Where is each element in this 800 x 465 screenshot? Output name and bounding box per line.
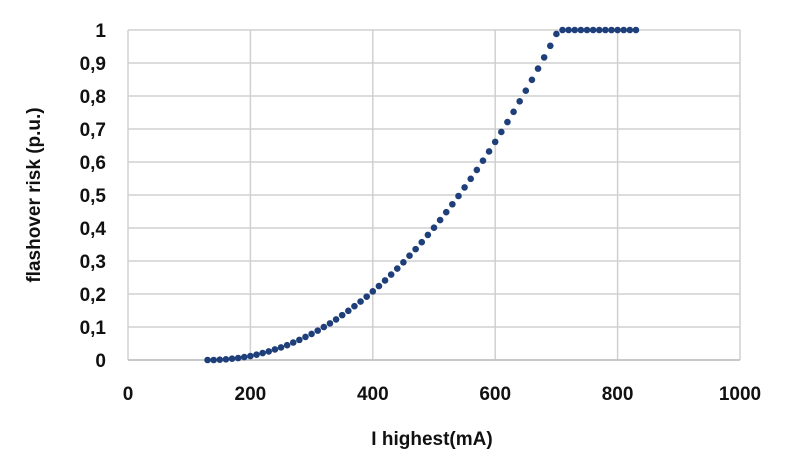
data-point [510, 108, 517, 116]
y-tick-label: 0,6 [80, 153, 106, 174]
data-point [265, 348, 273, 355]
data-point [314, 327, 322, 334]
data-point [571, 26, 579, 34]
data-point [553, 30, 560, 38]
data-point [577, 26, 585, 34]
data-point [442, 208, 450, 216]
data-point [540, 54, 548, 61]
grid [127, 29, 741, 361]
data-point [357, 298, 364, 305]
data-point [271, 346, 279, 353]
data-point [467, 175, 475, 183]
data-point [381, 277, 389, 284]
x-tick-label: 600 [479, 384, 511, 405]
data-point [473, 166, 481, 174]
data-point [491, 138, 499, 146]
x-tick-label: 200 [235, 384, 267, 405]
y-tick-label: 0,9 [80, 54, 106, 75]
data-point [430, 224, 438, 231]
y-tick-label: 0 [95, 351, 106, 372]
data-point [583, 26, 591, 34]
data-point [498, 128, 505, 136]
data-point [247, 352, 254, 360]
data-point [351, 302, 358, 310]
data-point [289, 339, 297, 346]
data-point [326, 320, 334, 327]
data-point [565, 26, 572, 34]
data-point [216, 356, 224, 363]
data-point [332, 316, 340, 323]
series-points [204, 26, 640, 364]
data-point [595, 26, 603, 34]
data-point [320, 323, 328, 331]
data-point [485, 148, 493, 155]
data-point [338, 311, 346, 319]
data-point [296, 336, 303, 344]
data-point [461, 184, 468, 191]
data-point [528, 76, 536, 84]
x-tick-label: 800 [602, 384, 634, 405]
data-point [504, 118, 511, 126]
y-tick-label: 0,8 [80, 87, 106, 108]
y-tick-label: 0,7 [80, 120, 106, 141]
x-tick-label: 400 [357, 384, 389, 405]
data-point [308, 330, 315, 338]
data-point [424, 231, 432, 239]
data-point [406, 252, 413, 260]
data-point [546, 42, 554, 50]
data-point [345, 307, 352, 315]
data-point [418, 238, 426, 246]
data-point [534, 65, 542, 72]
data-point [400, 259, 407, 266]
data-point [608, 26, 615, 34]
data-point [412, 245, 419, 253]
y-tick-label: 0,4 [80, 219, 107, 240]
data-point [228, 355, 236, 362]
data-point [369, 288, 377, 295]
data-point [283, 341, 291, 349]
data-point [626, 26, 634, 34]
data-point [222, 356, 230, 363]
data-point [614, 26, 621, 34]
data-point [253, 351, 260, 359]
data-point [375, 282, 383, 290]
y-tick-label: 0,5 [80, 186, 107, 207]
y-axis-title: flashover risk (p.u.) [24, 107, 45, 282]
x-tick-label: 0 [123, 384, 134, 405]
data-point [277, 344, 285, 351]
data-point [602, 26, 609, 34]
data-point [259, 349, 266, 357]
data-point [632, 26, 640, 34]
tick-labels: 0 0,1 0,2 0,3 0,4 0,5 0,6 0,7 0,8 0,9 1 0 200 400 600 8… [80, 21, 762, 405]
data-point [393, 265, 401, 272]
data-point [449, 200, 456, 208]
data-point [479, 157, 487, 164]
y-tick-label: 0,1 [80, 318, 107, 339]
data-point [240, 353, 248, 361]
data-point [387, 271, 395, 278]
data-point [363, 293, 370, 300]
data-point [522, 87, 530, 95]
data-point [204, 356, 211, 364]
data-point [210, 356, 217, 364]
data-point [620, 26, 628, 34]
y-tick-label: 0,2 [80, 285, 106, 306]
y-tick-label: 1 [95, 21, 106, 42]
data-point [302, 333, 309, 341]
y-tick-label: 0,3 [80, 252, 106, 273]
data-point [516, 97, 523, 105]
data-point [559, 26, 566, 34]
data-point [234, 354, 242, 362]
data-point [589, 26, 597, 34]
x-axis-title: I highest(mA) [371, 429, 492, 450]
data-point [455, 192, 462, 200]
data-point [436, 216, 444, 224]
x-tick-label: 1000 [719, 384, 761, 405]
